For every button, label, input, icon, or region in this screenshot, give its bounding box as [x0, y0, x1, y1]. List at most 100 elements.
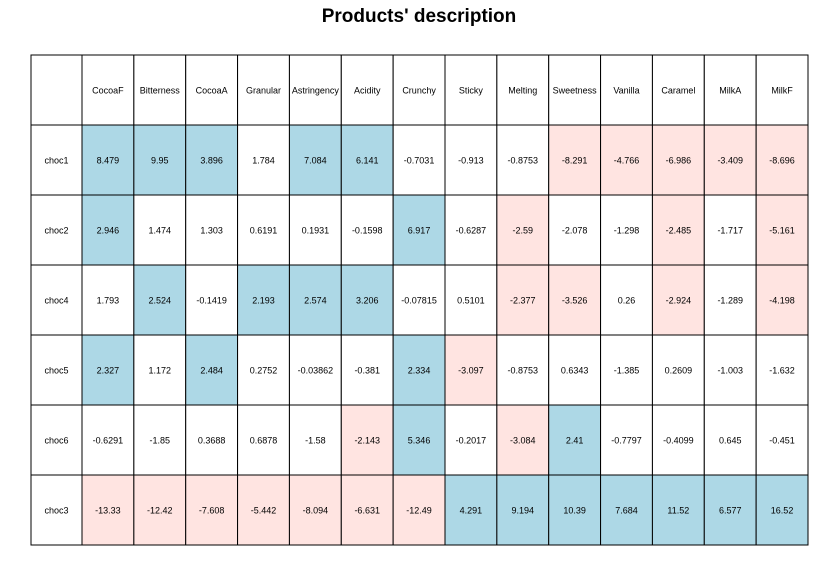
- table-cell-value: -0.1598: [352, 225, 383, 235]
- table-cell-neg: [496, 264, 550, 336]
- table-cell-value: 9.95: [151, 155, 169, 165]
- table-cell-pos: [392, 194, 446, 266]
- table-cell-value: -0.8753: [508, 365, 539, 375]
- row-header-label: choc2: [44, 225, 68, 235]
- table-cell-value: -0.7031: [404, 155, 435, 165]
- column-header-label: MilkF: [771, 85, 793, 95]
- row-header-label: choc3: [44, 505, 68, 515]
- table-cell-value: -6.631: [354, 505, 380, 515]
- table-cell-value: 3.896: [200, 155, 223, 165]
- table-cell-pos: [185, 334, 239, 406]
- table-cell-neg: [496, 194, 550, 266]
- table-cell-pos: [340, 264, 394, 336]
- table-cell-value: -8.696: [769, 155, 795, 165]
- table-cell-none: [133, 194, 187, 266]
- table-cell-value: -5.161: [769, 225, 795, 235]
- table-cell-none: [755, 404, 809, 476]
- table-cell-value: 6.917: [408, 225, 431, 235]
- table-cell-value: 0.1931: [302, 225, 330, 235]
- table-cell-value: 1.793: [97, 295, 120, 305]
- table-cell-value: -13.33: [95, 505, 121, 515]
- column-header-label: MilkA: [719, 85, 741, 95]
- table-cell-pos: [81, 334, 135, 406]
- table-cell-neg: [755, 194, 809, 266]
- table-cell-none: [496, 334, 550, 406]
- table-cell-value: -0.7797: [611, 435, 642, 445]
- table-cell-value: -12.42: [147, 505, 173, 515]
- column-header-label: Crunchy: [402, 85, 436, 95]
- row-header-label: choc1: [44, 155, 68, 165]
- column-header-label: Sweetness: [553, 85, 598, 95]
- table-cell-none: [237, 124, 290, 196]
- table-cell-neg: [651, 124, 705, 196]
- table-cell-value: -1.632: [769, 365, 795, 375]
- table-cell-none: [237, 334, 290, 406]
- table-cell-none: [185, 264, 239, 336]
- row-header-label: choc6: [44, 435, 68, 445]
- column-header-label: Granular: [246, 85, 281, 95]
- table-cell-value: 7.084: [304, 155, 327, 165]
- table-cell-value: -0.6287: [456, 225, 487, 235]
- table-cell-value: 0.6878: [250, 435, 278, 445]
- table-cell-value: -1.85: [150, 435, 171, 445]
- table-cell-pos: [548, 404, 602, 476]
- table-cell-value: -3.084: [510, 435, 536, 445]
- column-header-label: Melting: [508, 85, 537, 95]
- table-cell-value: 0.645: [719, 435, 742, 445]
- table-cell-pos: [392, 334, 446, 406]
- table-cell-value: -1.717: [717, 225, 743, 235]
- column-header-label: Sticky: [459, 85, 484, 95]
- table-cell-value: -3.526: [562, 295, 588, 305]
- table-cell-none: [392, 264, 446, 336]
- table-cell-none: [288, 334, 342, 406]
- table-cell-neg: [548, 264, 602, 336]
- table-cell-none: [392, 124, 446, 196]
- table-cell-value: 1.172: [149, 365, 172, 375]
- table-cell-value: 11.52: [667, 505, 689, 515]
- table-cell-value: -0.451: [769, 435, 795, 445]
- table-cell-value: 16.52: [771, 505, 794, 515]
- table-cell-none: [600, 194, 653, 266]
- table-cell-value: 2.574: [304, 295, 327, 305]
- corner-cell: [30, 54, 83, 126]
- table-cell-none: [81, 264, 135, 336]
- table-cell-pos: [548, 474, 602, 546]
- table-cell-neg: [133, 474, 187, 546]
- table-cell-value: 2.946: [97, 225, 120, 235]
- table-cell-value: -2.377: [510, 295, 536, 305]
- column-header-cell: [651, 54, 705, 126]
- table-cell-none: [133, 334, 187, 406]
- table-cell-pos: [755, 474, 809, 546]
- table-cell-value: -6.986: [666, 155, 692, 165]
- column-header-label: Astringency: [292, 85, 340, 95]
- table-cell-value: -3.097: [458, 365, 484, 375]
- row-header-cell: [30, 124, 83, 196]
- table-cell-value: 2.41: [566, 435, 584, 445]
- table-cell-none: [703, 334, 757, 406]
- column-header-label: Caramel: [661, 85, 695, 95]
- table-cell-neg: [392, 474, 446, 546]
- column-header-cell: [755, 54, 809, 126]
- table-cell-value: -4.198: [769, 295, 795, 305]
- table-cell-neg: [755, 124, 809, 196]
- table-cell-value: 0.6191: [250, 225, 278, 235]
- table-cell-value: -0.4099: [663, 435, 694, 445]
- table-cell-value: -0.913: [458, 155, 484, 165]
- table-cell-none: [185, 404, 239, 476]
- table-cell-value: -2.924: [666, 295, 692, 305]
- table-cell-value: -2.078: [562, 225, 588, 235]
- table-cell-value: 0.26: [618, 295, 636, 305]
- table-cell-value: -12.49: [406, 505, 432, 515]
- table-cell-none: [444, 264, 498, 336]
- table-cell-value: -1.289: [717, 295, 743, 305]
- column-header-label: Acidity: [354, 85, 381, 95]
- table-cell-pos: [703, 474, 757, 546]
- table-cell-value: -0.381: [354, 365, 380, 375]
- table-cell-value: -8.291: [562, 155, 588, 165]
- column-header-label: Vanilla: [613, 85, 639, 95]
- table-cell-none: [237, 194, 290, 266]
- column-header-label: Bitterness: [140, 85, 181, 95]
- table-cell-value: 2.484: [200, 365, 223, 375]
- column-header-cell: [703, 54, 757, 126]
